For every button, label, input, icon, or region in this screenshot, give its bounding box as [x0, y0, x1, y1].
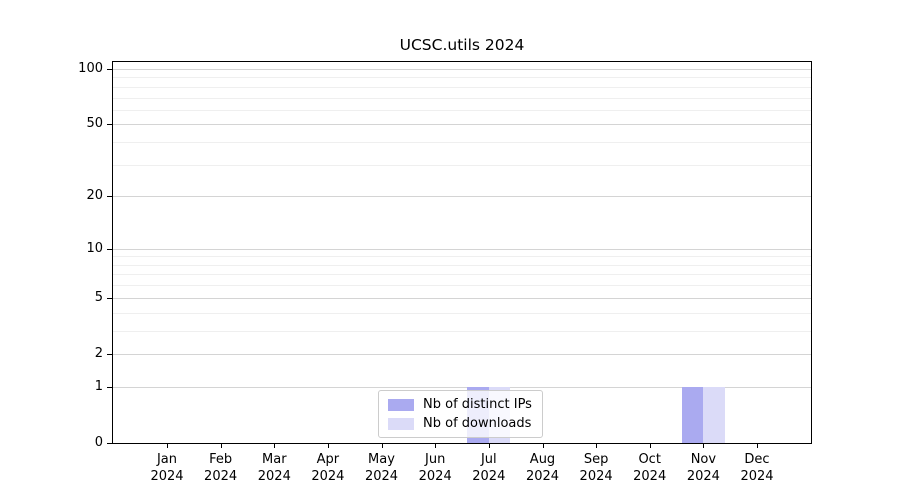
x-tick-mark: [757, 443, 758, 448]
gridline-minor: [113, 274, 811, 276]
legend-label-distinct-ips: Nb of distinct IPs: [423, 397, 532, 412]
bar-distinct-ips-nov-2024: [681, 386, 704, 443]
x-tick-label-feb: Feb 2024: [204, 452, 238, 484]
plot-area: 0 1 2 5 10 20 50 100 Jan 2024 Feb 2024 Mar 2024 Apr…: [78, 61, 812, 484]
y-tick-label: 5: [94, 289, 103, 305]
gridline-major: [113, 297, 811, 299]
gridline-major: [113, 386, 811, 388]
y-tick-label: 10: [86, 240, 103, 256]
gridline-major: [113, 196, 811, 198]
y-tick-mark: [107, 68, 112, 70]
gridline-minor: [113, 164, 811, 166]
x-tick-mark: [488, 443, 490, 448]
bar-downloads-nov-2024: [703, 386, 725, 443]
x-tick-label-mar: Mar 2024: [257, 452, 291, 484]
gridline-minor: [113, 109, 811, 111]
y-tick-mark: [107, 386, 112, 388]
y-tick-mark: [107, 196, 112, 198]
y-tick-label: 100: [78, 60, 103, 76]
gridline-minor: [113, 285, 811, 287]
x-tick-mark: [596, 443, 598, 448]
y-tick-mark: [107, 443, 112, 444]
gridline-major: [113, 248, 811, 250]
y-tick-mark: [107, 248, 112, 250]
gridline-minor: [113, 86, 811, 88]
y-tick-mark: [107, 354, 112, 355]
legend: Nb of distinct IPs Nb of downloads: [378, 390, 543, 438]
x-tick-mark: [327, 443, 329, 448]
x-tick-mark: [435, 443, 437, 448]
x-tick-label-jan: Jan 2024: [150, 452, 184, 484]
gridline-major: [113, 68, 811, 70]
gridline-major: [113, 124, 811, 126]
y-tick-label: 20: [86, 188, 103, 204]
x-tick-mark: [381, 443, 383, 448]
legend-swatch-distinct-ips: [388, 398, 414, 411]
legend-item-downloads: Nb of downloads: [388, 416, 532, 431]
y-tick-label: 2: [94, 346, 103, 361]
x-tick-label-dec: Dec 2024: [740, 452, 774, 484]
gridline-minor: [113, 77, 811, 79]
gridline-major: [113, 354, 811, 355]
gridline-minor: [113, 330, 811, 332]
x-tick-label-oct: Oct 2024: [633, 452, 667, 484]
chart-title: UCSC.utils 2024: [399, 36, 525, 54]
y-tick-label: 0: [94, 435, 103, 450]
gridline-minor: [113, 264, 811, 266]
gridline-minor: [113, 142, 811, 143]
x-tick-mark: [220, 443, 222, 448]
x-tick-mark: [703, 443, 705, 448]
y-tick-mark: [107, 297, 112, 299]
y-tick-label: 50: [86, 116, 103, 132]
gridline-minor: [113, 256, 811, 258]
x-tick-label-aug: Aug 2024: [525, 452, 560, 484]
legend-item-distinct-ips: Nb of distinct IPs: [388, 397, 532, 412]
x-tick-label-may: May 2024: [364, 452, 399, 484]
x-tick-label-sep: Sep 2024: [579, 452, 613, 484]
y-tick-label: 1: [94, 378, 103, 394]
x-tick-label-jul: Jul 2024: [472, 452, 506, 484]
x-tick-label-apr: Apr 2024: [311, 452, 345, 484]
x-tick-mark: [167, 443, 168, 448]
legend-label-downloads: Nb of downloads: [423, 416, 532, 431]
x-tick-mark: [542, 443, 544, 448]
x-tick-mark: [649, 443, 651, 448]
legend-swatch-downloads: [388, 417, 414, 430]
y-tick-mark: [107, 124, 112, 126]
x-tick-label-nov: Nov 2024: [686, 452, 720, 484]
x-tick-mark: [274, 443, 276, 448]
gridline-minor: [113, 97, 811, 99]
x-tick-label-jun: Jun 2024: [418, 452, 452, 484]
gridline-minor: [113, 312, 811, 314]
